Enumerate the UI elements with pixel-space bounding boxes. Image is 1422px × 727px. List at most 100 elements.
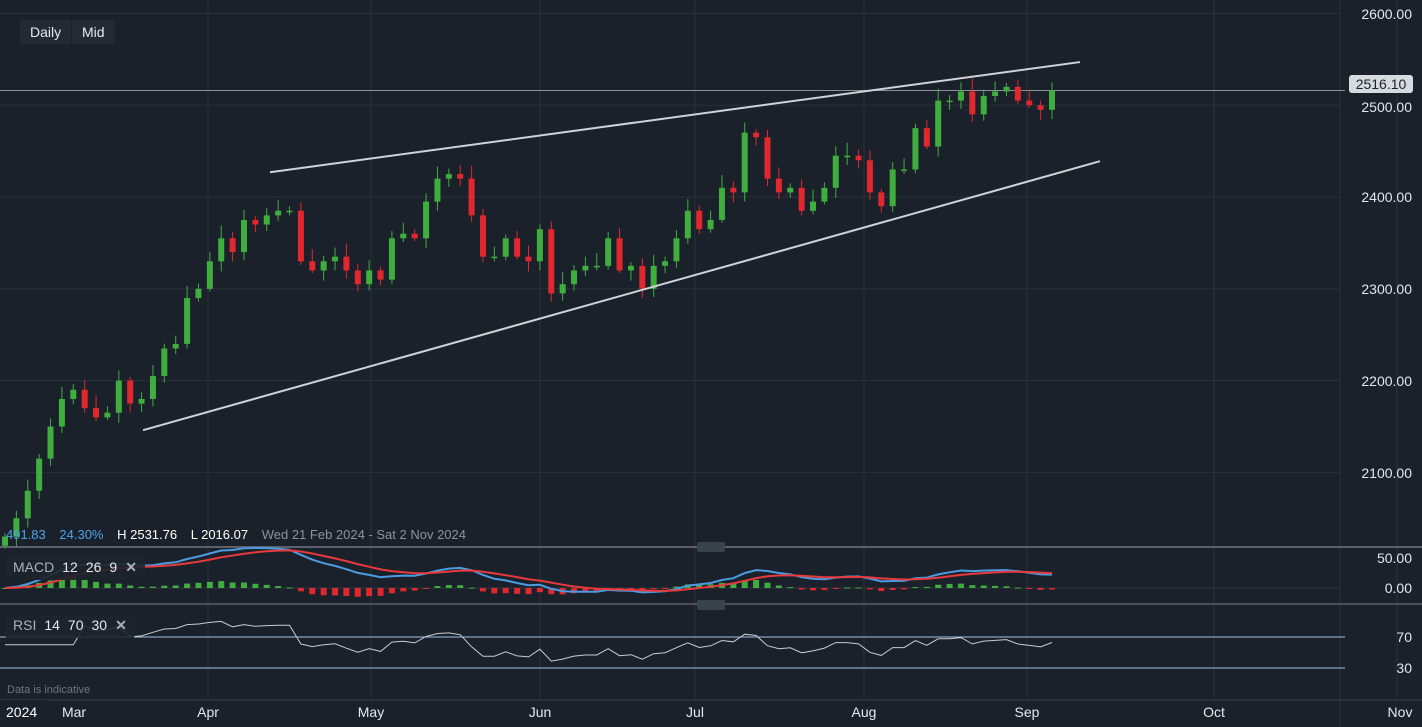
candle-body <box>696 210 703 230</box>
candle-body <box>514 238 521 257</box>
candle-body <box>377 270 384 280</box>
macd-histogram-bar <box>229 582 236 588</box>
x-tick: Oct <box>1203 704 1225 720</box>
candle-body <box>832 155 839 188</box>
candle-body <box>400 233 407 239</box>
macd-histogram-bar <box>286 587 293 589</box>
x-tick: Sep <box>1014 704 1040 720</box>
macd-histogram-bar <box>309 588 316 595</box>
interval-button[interactable]: Daily <box>20 20 72 44</box>
candle-body <box>309 261 316 271</box>
rsi-upper: 70 <box>67 617 84 633</box>
macd-histogram-bar <box>946 583 953 588</box>
date-range: Wed 21 Feb 2024 - Sat 2 Nov 2024 <box>261 527 466 542</box>
macd-histogram-bar <box>115 583 122 588</box>
candle-body <box>684 210 691 239</box>
close-icon[interactable]: ✕ <box>115 617 127 633</box>
candle-body <box>58 398 65 427</box>
candle-body <box>855 155 862 161</box>
candle-body <box>980 96 987 115</box>
y-tick: 2600.00 <box>1361 6 1412 22</box>
rsi-line <box>5 620 1053 662</box>
close-icon[interactable]: ✕ <box>125 559 137 575</box>
candle-body <box>240 219 247 253</box>
macd-histogram-bar <box>627 588 634 589</box>
macd-histogram-bar <box>252 583 259 588</box>
price-type-button[interactable]: Mid <box>72 20 115 44</box>
pane-resize-handle[interactable] <box>697 600 725 610</box>
macd-histogram-bar <box>502 588 509 594</box>
candle-body <box>605 238 612 266</box>
macd-tick: 0.00 <box>1384 580 1412 596</box>
macd-histogram-bar <box>730 582 737 588</box>
candle-body <box>878 192 885 207</box>
candle-body <box>821 187 828 202</box>
macd-histogram-bar <box>650 588 657 590</box>
macd-histogram-bar <box>479 588 486 592</box>
candle-body <box>650 265 657 289</box>
macd-histogram-bar <box>491 588 498 594</box>
candle-body <box>343 256 350 271</box>
candle-body <box>115 380 122 413</box>
candle-body <box>548 229 555 294</box>
pane-resize-handle[interactable] <box>697 542 725 552</box>
macd-histogram-bar <box>844 587 851 589</box>
macd-histogram-bar <box>536 588 543 593</box>
macd-histogram-bar <box>1014 587 1021 589</box>
rsi-legend: RSI 14 70 30 ✕ <box>5 612 135 638</box>
macd-histogram-bar <box>2 588 8 589</box>
macd-histogram-bar <box>445 585 452 588</box>
candle-body <box>161 348 168 377</box>
change-percent: 24.30% <box>59 527 104 542</box>
macd-fast: 12 <box>62 559 78 575</box>
macd-histogram-bar <box>388 588 395 594</box>
candle-body <box>1003 86 1010 92</box>
candle-body <box>787 187 794 193</box>
macd-histogram-bar <box>571 588 578 594</box>
candle-body <box>536 229 543 262</box>
macd-histogram-bar <box>866 588 873 590</box>
rsi-label: RSI <box>13 617 37 633</box>
candle-body <box>195 288 202 298</box>
candle-body <box>2 536 8 546</box>
macd-histogram-bar <box>149 586 156 588</box>
macd-histogram-bar <box>1049 588 1055 590</box>
macd-histogram-bar <box>673 586 680 588</box>
candle-body <box>81 389 88 409</box>
candle-body <box>70 389 77 399</box>
candle-body <box>411 233 418 239</box>
candle-body <box>992 91 999 97</box>
macd-histogram-bar <box>411 588 418 591</box>
candle-body <box>286 210 293 213</box>
candle-body <box>434 178 441 202</box>
candle-body <box>673 238 680 262</box>
macd-tick: 50.00 <box>1376 550 1412 566</box>
candle-body <box>559 284 566 294</box>
macd-signal: 9 <box>109 559 118 575</box>
candle-body <box>1026 100 1033 106</box>
macd-histogram-bar <box>320 588 327 596</box>
macd-histogram-bar <box>514 588 521 594</box>
candle-body <box>844 155 851 158</box>
macd-histogram-bar <box>525 588 532 595</box>
macd-histogram-bar <box>821 588 828 591</box>
candle-body <box>616 238 623 271</box>
macd-histogram-bar <box>377 588 384 596</box>
candle-body <box>1014 86 1021 101</box>
macd-line <box>4 546 1053 594</box>
y-tick: 2500.00 <box>1361 99 1412 115</box>
candle-body <box>275 210 282 216</box>
macd-legend: MACD 12 26 9 ✕ <box>5 554 145 580</box>
candle-body <box>866 160 873 193</box>
candle-body <box>593 265 600 268</box>
macd-histogram-bar <box>992 585 999 588</box>
candle-body <box>468 178 475 216</box>
candle-body <box>218 238 225 262</box>
y-tick: 2400.00 <box>1361 189 1412 205</box>
candle-body <box>753 132 760 138</box>
candle-body <box>366 270 373 285</box>
candle-body <box>423 201 430 239</box>
x-tick: Nov <box>1387 704 1413 720</box>
macd-histogram-bar <box>263 584 270 588</box>
